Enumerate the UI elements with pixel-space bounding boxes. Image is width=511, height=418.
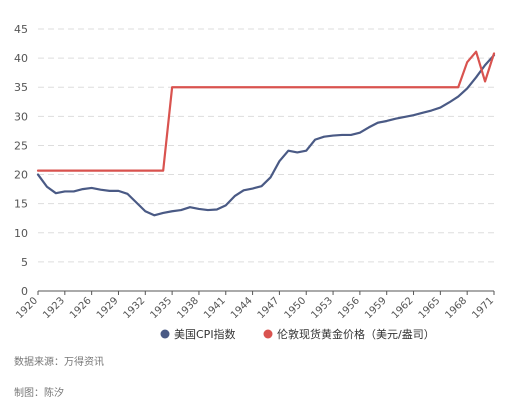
x-tick-label: 1944 [229,295,255,321]
y-tick-label: 40 [14,52,28,65]
x-axis: 1920 1923 1926 1929 1932 1935 1938 1941 1944 1947… [14,290,496,321]
x-tick-label: 1929 [95,295,121,321]
legend-label-cpi: 美国CPI指数 [174,327,236,341]
x-tick-label: 1950 [283,295,309,321]
series-line-cpi [36,54,496,217]
x-tick-label: 1968 [444,295,470,321]
y-axis: 0 5 10 15 20 25 30 35 40 45 [14,23,28,298]
y-tick-label: 0 [21,285,28,298]
y-tick-label: 5 [21,256,28,269]
x-tick-label: 1962 [390,295,416,321]
series-layer [36,50,496,217]
x-tick-label: 1932 [122,295,148,321]
y-tick-label: 15 [14,198,28,211]
x-tick-label: 1965 [417,295,443,321]
y-tick-label: 25 [14,139,28,152]
legend-marker-gold [263,329,273,339]
x-tick-label: 1935 [148,295,174,321]
x-tick-label: 1938 [175,295,201,321]
x-tick-label: 1947 [256,295,282,321]
x-tick-label: 1959 [363,295,389,321]
x-tick-label: 1923 [41,295,67,321]
legend-label-gold: 伦敦现货黄金价格（美元/盎司） [277,327,435,341]
x-tick-label: 1941 [202,295,228,321]
x-tick-label: 1953 [309,295,335,321]
x-tick-label: 1956 [336,295,362,321]
source-note: 数据来源：万得资讯 [14,357,104,368]
x-tick-label: 1926 [68,295,94,321]
y-tick-label: 45 [14,23,28,36]
credit-note: 制图：陈汐 [14,388,64,399]
legend-marker-cpi [160,329,170,339]
y-tick-label: 30 [14,110,28,123]
y-tick-label: 10 [14,227,28,240]
x-tick-label: 1920 [14,295,40,321]
y-tick-label: 35 [14,81,28,94]
x-tick-label: 1971 [470,295,496,321]
legend: 美国CPI指数 伦敦现货黄金价格（美元/盎司） [160,327,435,341]
grid-layer [38,28,494,263]
y-tick-label: 20 [14,169,28,182]
series-line-gold [36,50,496,172]
